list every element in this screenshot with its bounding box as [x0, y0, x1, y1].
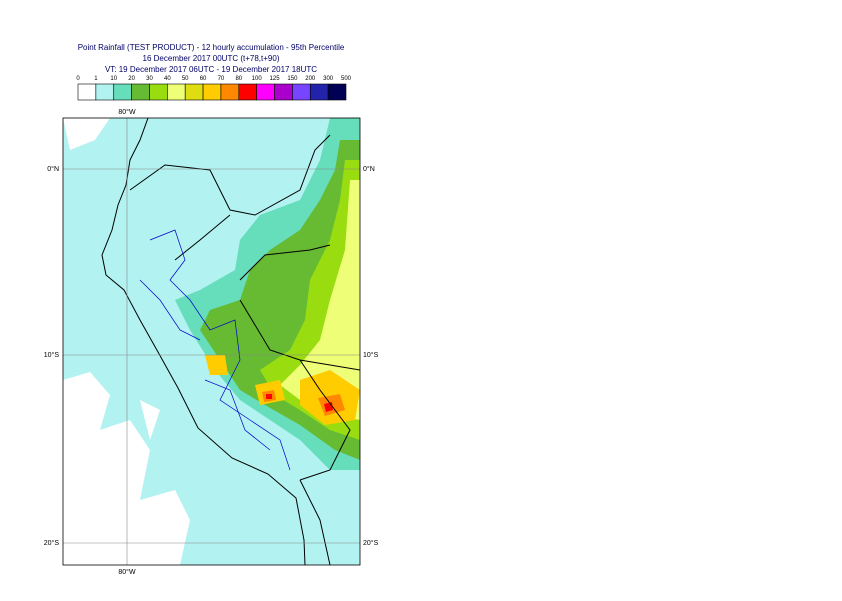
lat-label: 10°S	[44, 351, 60, 359]
map-frame	[62, 117, 361, 566]
legend-swatch	[220, 83, 240, 101]
coastline	[101, 117, 306, 566]
legend-label: 80	[235, 76, 242, 82]
lon-label: 80°W	[118, 108, 136, 116]
legend-label: 30	[146, 76, 153, 82]
rain-40	[280, 180, 360, 420]
base-time: 16 December 2017 00UTC (t+78,t+90)	[143, 54, 280, 63]
legend-swatch	[202, 83, 222, 101]
rain-60	[205, 355, 360, 425]
legend-swatch	[327, 83, 347, 101]
legend-swatch	[95, 83, 115, 101]
title: Point Rainfall (TEST PRODUCT) - 12 hourl…	[78, 43, 345, 52]
lat-label: 20°S	[363, 539, 379, 547]
legend-label: 70	[218, 76, 225, 82]
legend-label: 50	[182, 76, 189, 82]
lat-label: 10°S	[363, 351, 379, 359]
lon-label: 80°W	[118, 568, 136, 576]
legend-label: 10	[110, 76, 117, 82]
valid-time: VT: 19 December 2017 06UTC - 19 December…	[105, 65, 317, 74]
legend-label: 150	[287, 76, 298, 82]
legend-swatch	[309, 83, 329, 101]
legend-label: 0	[76, 76, 80, 82]
legend-label: 300	[323, 76, 334, 82]
legend-label: 60	[200, 76, 207, 82]
legend-swatch	[131, 83, 150, 101]
legend-label: 1	[94, 76, 98, 82]
lat-label: 0°N	[47, 165, 59, 173]
legend-swatch	[77, 83, 97, 101]
legend-swatch	[113, 83, 132, 101]
legend-label: 20	[128, 76, 135, 82]
legend-label: 100	[252, 76, 263, 82]
legend-swatch	[184, 83, 204, 101]
legend-label: 125	[270, 76, 281, 82]
lat-label: 20°S	[44, 539, 60, 547]
legend-label: 200	[305, 76, 316, 82]
legend: 0 1 10 20 30 40 50 60 70 80 100 125 150 200 300 500	[76, 76, 352, 101]
legend-swatch	[292, 83, 311, 101]
rain-70	[262, 390, 345, 416]
legend-swatch	[149, 83, 168, 101]
graticule	[63, 118, 360, 565]
legend-swatch	[274, 83, 293, 101]
legend-label: 500	[341, 76, 352, 82]
map: 80°W 80°W 0°N 0°N 10°S 10°S 20°S 20°S	[44, 108, 379, 576]
lat-label: 0°N	[363, 165, 375, 173]
legend-swatch	[256, 83, 275, 101]
legend-label: 40	[164, 76, 171, 82]
legend-swatch	[167, 83, 186, 101]
legend-swatch	[238, 83, 257, 101]
regional-borders	[139, 229, 291, 471]
dry-area	[63, 118, 190, 565]
rain-80	[266, 394, 333, 412]
